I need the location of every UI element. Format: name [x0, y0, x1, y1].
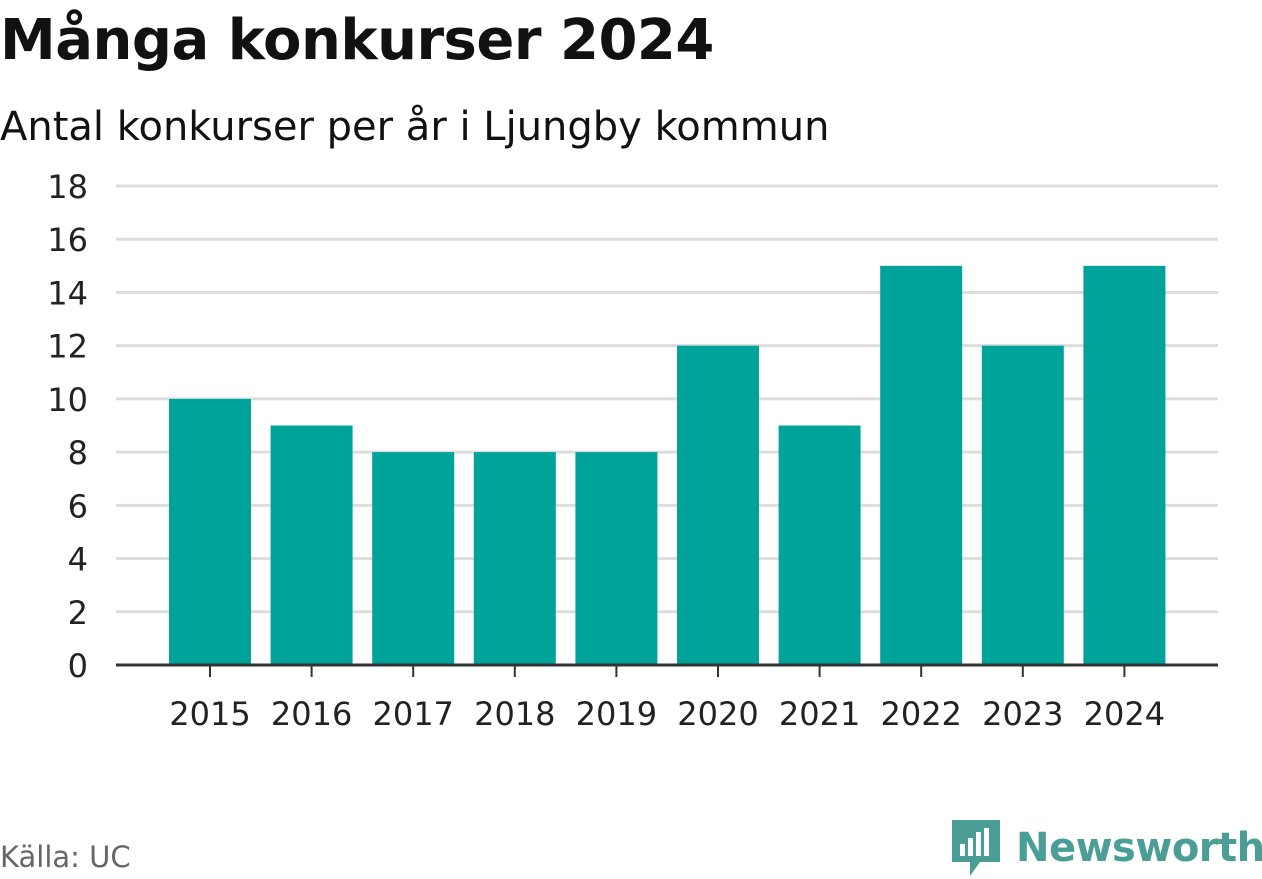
x-tick-label: 2022 — [880, 695, 961, 733]
x-tick-label: 2024 — [1084, 695, 1165, 733]
chart-subtitle: Antal konkurser per år i Ljungby kommun — [0, 104, 830, 150]
bar-2024 — [1083, 265, 1166, 665]
y-tick-label: 8 — [68, 434, 88, 472]
bar-2022 — [880, 265, 963, 665]
brand-name: Newsworthy — [1016, 825, 1262, 871]
bar-chart: 0 2 4 6 8 10 12 14 16 18 2015 2016 2017 2018 2019 2020… — [47, 168, 1218, 733]
bar-2015 — [169, 398, 251, 665]
y-axis-ticks: 0 2 4 6 8 10 12 14 16 18 — [47, 168, 88, 685]
bar-2017 — [372, 452, 455, 665]
bar-2019 — [575, 452, 658, 665]
x-tick-label: 2020 — [677, 695, 758, 733]
y-tick-label: 4 — [68, 541, 88, 579]
y-tick-label: 6 — [68, 487, 88, 525]
y-tick-label: 14 — [47, 274, 88, 312]
bars — [169, 265, 1166, 665]
x-tick-label: 2019 — [576, 695, 657, 733]
y-tick-label: 10 — [47, 381, 88, 419]
x-axis: 2015 2016 2017 2018 2019 2020 2021 2022 2023 2024 — [116, 663, 1218, 733]
chart-title: Många konkurser 2024 — [0, 8, 714, 73]
bar-2023 — [981, 345, 1064, 665]
x-tick-label: 2015 — [169, 695, 250, 733]
y-tick-label: 2 — [68, 594, 88, 632]
bar-2016 — [270, 425, 353, 665]
source-note: Källa: UC — [0, 840, 131, 874]
y-tick-label: 12 — [47, 328, 88, 366]
x-tick-label: 2021 — [779, 695, 860, 733]
y-tick-label: 18 — [47, 168, 88, 206]
bar-2020 — [677, 345, 759, 665]
y-tick-label: 0 — [68, 647, 88, 685]
x-tick-label: 2018 — [474, 695, 555, 733]
x-tick-label: 2023 — [982, 695, 1063, 733]
bar-2018 — [473, 452, 556, 665]
x-tick-label: 2016 — [271, 695, 352, 733]
bar-2021 — [778, 425, 861, 665]
brand-logo: Newsworthy — [950, 818, 1262, 878]
newsworthy-logo-icon — [952, 820, 1000, 876]
y-tick-label: 16 — [47, 221, 88, 259]
x-tick-label: 2017 — [372, 695, 453, 733]
